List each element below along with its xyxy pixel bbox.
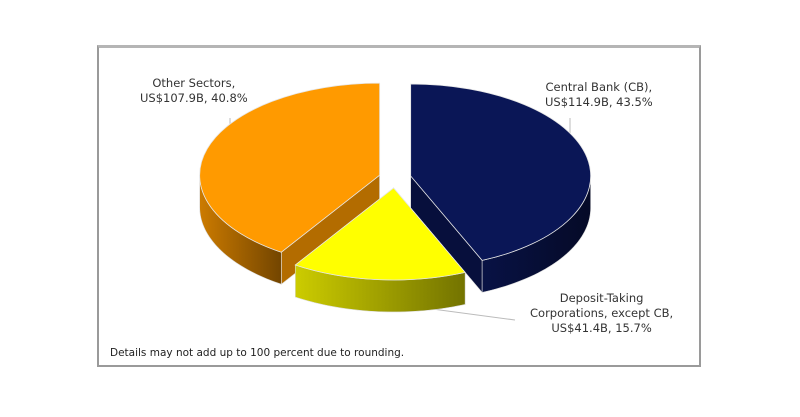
chart-note: Details may not add up to 100 percent du… xyxy=(110,347,405,359)
label-line: US$41.4B, 15.7% xyxy=(551,321,652,335)
label-deposit-taking: Deposit-Taking Corporations, except CB, … xyxy=(530,291,673,336)
label-central-bank: Central Bank (CB), US$114.9B, 43.5% xyxy=(545,80,653,110)
label-line: US$107.9B, 40.8% xyxy=(140,91,248,105)
label-line: Corporations, except CB, xyxy=(530,306,674,320)
label-other-sectors: Other Sectors, US$107.9B, 40.8% xyxy=(140,76,248,106)
slice-deposit-taking xyxy=(294,187,466,281)
label-line: US$114.9B, 43.5% xyxy=(545,95,653,109)
slice-other-sectors xyxy=(199,82,381,253)
label-line: Deposit-Taking xyxy=(559,291,644,305)
slice-central-bank-cb xyxy=(410,83,592,261)
label-line: Other Sectors, xyxy=(152,76,236,90)
label-line: Central Bank (CB), xyxy=(545,80,653,94)
